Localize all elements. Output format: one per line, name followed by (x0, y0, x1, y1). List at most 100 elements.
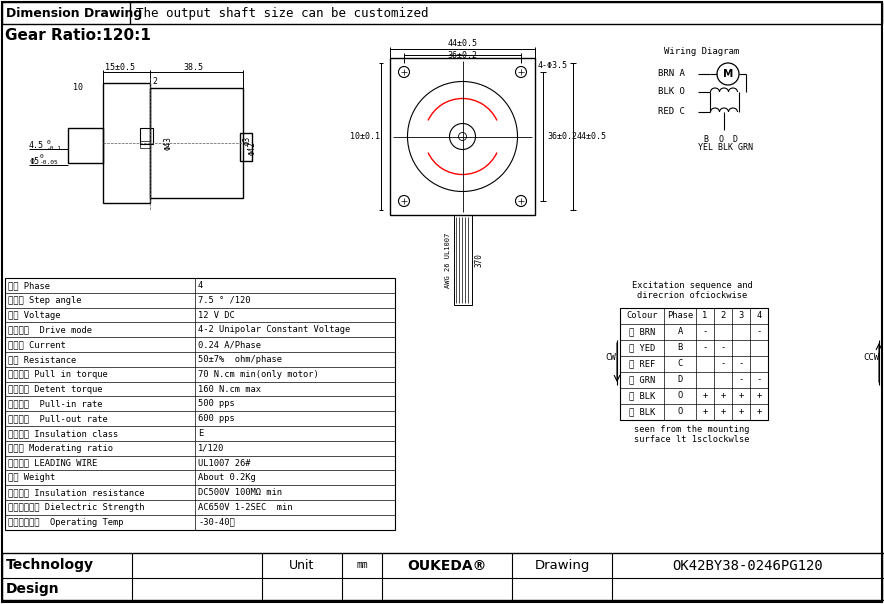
Text: 10: 10 (73, 83, 83, 92)
Text: 50±7%  ohm/phase: 50±7% ohm/phase (198, 355, 282, 364)
Text: 电阻 Resistance: 电阻 Resistance (8, 355, 76, 364)
Text: 12 V DC: 12 V DC (198, 310, 235, 320)
Text: 36±0.2: 36±0.2 (447, 51, 477, 60)
Text: 黑 BLK: 黑 BLK (629, 391, 655, 400)
Text: -: - (703, 327, 707, 336)
Text: -0.1: -0.1 (47, 146, 62, 150)
Text: BLK O: BLK O (658, 88, 685, 97)
Text: +: + (720, 391, 726, 400)
Text: The output shaft size can be customized: The output shaft size can be customized (136, 7, 429, 19)
Text: RED C: RED C (658, 108, 685, 117)
Text: 运行频率  Pull-out rate: 运行频率 Pull-out rate (8, 414, 108, 423)
Text: M: M (723, 69, 733, 79)
Text: 7.5 ° /120: 7.5 ° /120 (198, 296, 250, 304)
Text: Φ42: Φ42 (248, 141, 256, 155)
Bar (140, 128, 153, 144)
Text: 4: 4 (198, 281, 203, 290)
Text: 4-2 Unipolar Constant Voltage: 4-2 Unipolar Constant Voltage (198, 326, 350, 334)
Text: -0.05: -0.05 (40, 161, 58, 165)
Text: -: - (720, 344, 726, 353)
Text: Φ3: Φ3 (242, 135, 252, 144)
Text: Gear Ratio:120:1: Gear Ratio:120:1 (5, 28, 151, 42)
Text: 70 N.cm min(only motor): 70 N.cm min(only motor) (198, 370, 319, 379)
Text: surface lt 1sclockwlse: surface lt 1sclockwlse (634, 435, 750, 445)
Text: +: + (703, 408, 707, 417)
Bar (2, 553, 884, 600)
Text: 绵缘等级 Insulation class: 绵缘等级 Insulation class (8, 429, 118, 438)
Text: +: + (757, 408, 762, 417)
Bar (453, 215, 471, 305)
Text: 重量 Weight: 重量 Weight (8, 474, 55, 483)
Text: 相数 Phase: 相数 Phase (8, 281, 50, 290)
Bar (68, 128, 103, 163)
Text: AWG 26 UL1007: AWG 26 UL1007 (446, 233, 452, 288)
Text: 10±0.1: 10±0.1 (350, 132, 380, 141)
Text: 起动转矩 Pull in torque: 起动转矩 Pull in torque (8, 370, 108, 379)
Text: CCW: CCW (863, 353, 879, 362)
Text: CW: CW (605, 353, 616, 362)
Text: 使用温度范围  Operating Temp: 使用温度范围 Operating Temp (8, 518, 124, 527)
Text: 4: 4 (757, 312, 762, 321)
Text: D: D (677, 376, 682, 385)
Text: 1/120: 1/120 (198, 444, 225, 453)
Text: +: + (720, 408, 726, 417)
Text: 绵缘电阻 Insulation resistance: 绵缘电阻 Insulation resistance (8, 488, 144, 497)
Text: O: O (719, 135, 723, 144)
Bar (390, 58, 535, 215)
Text: mm: mm (356, 561, 368, 571)
Bar (150, 88, 243, 198)
Text: Unit: Unit (289, 559, 315, 572)
Text: -30-40℃: -30-40℃ (198, 518, 235, 527)
Text: +: + (738, 391, 743, 400)
Text: 2: 2 (152, 77, 157, 86)
Text: 绵缘介电强度 Dielectric Strength: 绵缘介电强度 Dielectric Strength (8, 503, 144, 512)
Text: -: - (703, 344, 707, 353)
Text: Wiring Diagram: Wiring Diagram (664, 48, 739, 57)
Text: 370: 370 (475, 253, 484, 267)
Text: 0: 0 (40, 155, 43, 159)
Text: Colour: Colour (626, 312, 658, 321)
Text: Dimension Drawing: Dimension Drawing (6, 7, 142, 19)
Text: 红 REF: 红 REF (629, 359, 655, 368)
Text: C: C (677, 359, 682, 368)
Text: B: B (677, 344, 682, 353)
Text: 相电流 Current: 相电流 Current (8, 340, 65, 349)
Text: 500 pps: 500 pps (198, 399, 235, 408)
Text: 160 N.cm max: 160 N.cm max (198, 385, 261, 393)
Bar (2, 2, 882, 24)
Text: 36±0.2: 36±0.2 (547, 132, 577, 141)
Text: 4-Φ3.5: 4-Φ3.5 (538, 62, 568, 71)
Text: 黑 BLK: 黑 BLK (629, 408, 655, 417)
Text: OK42BY38-0246PG120: OK42BY38-0246PG120 (673, 559, 823, 573)
Text: direcrion ofciockwise: direcrion ofciockwise (636, 292, 747, 301)
Text: 38.5: 38.5 (183, 62, 203, 71)
Text: -: - (757, 376, 762, 385)
Text: 定位转矩 Detent torque: 定位转矩 Detent torque (8, 385, 103, 393)
Text: 绿 GRN: 绿 GRN (629, 376, 655, 385)
Text: -: - (738, 376, 743, 385)
Text: 44±0.5: 44±0.5 (447, 39, 477, 48)
Text: +: + (703, 391, 707, 400)
Text: -: - (720, 359, 726, 368)
Bar (620, 308, 768, 420)
Text: 电压 Voltage: 电压 Voltage (8, 310, 60, 320)
Text: Phase: Phase (667, 312, 693, 321)
Text: 起动频率  Pull-in rate: 起动频率 Pull-in rate (8, 399, 103, 408)
Text: O: O (677, 408, 682, 417)
Text: 0: 0 (47, 140, 50, 144)
Text: 1: 1 (703, 312, 707, 321)
Bar (103, 83, 150, 203)
Text: 4.5: 4.5 (29, 141, 44, 150)
Text: 引线规格 LEADING WIRE: 引线规格 LEADING WIRE (8, 458, 97, 467)
Text: UL1007 26#: UL1007 26# (198, 458, 250, 467)
Text: 15±0.5: 15±0.5 (105, 62, 135, 71)
Text: Excitation sequence and: Excitation sequence and (632, 281, 752, 291)
Text: 黄 YED: 黄 YED (629, 344, 655, 353)
Text: About 0.2Kg: About 0.2Kg (198, 474, 255, 483)
Text: Drawing: Drawing (534, 559, 590, 572)
Text: YEL BLK GRN: YEL BLK GRN (698, 143, 753, 152)
Text: A: A (677, 327, 682, 336)
Text: seen from the mounting: seen from the mounting (634, 425, 750, 434)
Text: D: D (733, 135, 737, 144)
Text: 600 pps: 600 pps (198, 414, 235, 423)
